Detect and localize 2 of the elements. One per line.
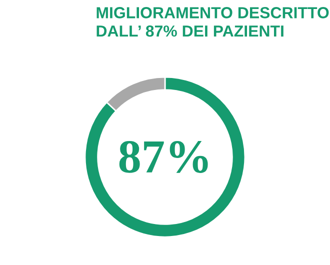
data-label: 87% (119, 140, 208, 173)
chart-title: MIGLIORAMENTO DESCRITTO DALL’ 87% DEI PAZIENTI (96, 7, 329, 37)
